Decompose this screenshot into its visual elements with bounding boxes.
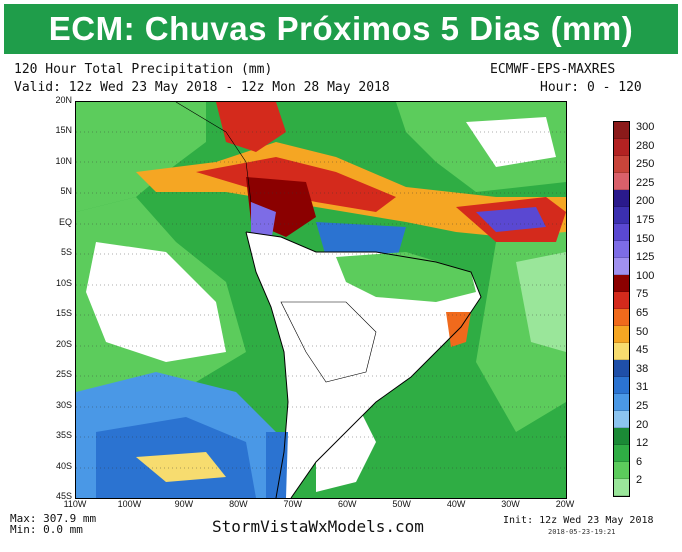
colorbar-label: 100 — [636, 269, 655, 282]
latitude-label: 45S — [55, 491, 72, 501]
site-credit: StormVistaWxModels.com — [212, 517, 424, 536]
timestamp: 2018-05-23-19:21 — [548, 528, 616, 536]
init-time: Init: 12z Wed 23 May 2018 — [503, 515, 654, 526]
dry-atlantic-n — [466, 117, 556, 167]
colorbar-segment — [614, 190, 629, 207]
latitude-label: 20S — [55, 338, 72, 349]
country-borders — [280, 301, 377, 383]
colorbar-segment — [614, 411, 629, 428]
extreme-rain-andes — [251, 202, 276, 242]
colorbar-label: 75 — [636, 288, 649, 301]
colorbar-segment — [614, 394, 629, 411]
model-name: ECMWF-EPS-MAXRES — [490, 62, 616, 77]
colorbar-segment — [614, 292, 629, 309]
coastline-west — [245, 231, 289, 498]
colorbar-label: 45 — [636, 344, 649, 357]
colorbar-segment — [614, 139, 629, 156]
colorbar-segment — [614, 241, 629, 258]
colorbar-label: 225 — [636, 176, 655, 189]
colorbar-segment — [614, 428, 629, 445]
latitude-label: EQ — [58, 216, 72, 227]
map-canvas — [76, 102, 566, 498]
colorbar-segment — [614, 445, 629, 462]
colorbar-segment — [614, 479, 629, 496]
colorbar-label: 250 — [636, 158, 655, 171]
colorbar-segment — [614, 122, 629, 139]
rain-light-nw — [76, 102, 206, 212]
latitude-label: 40S — [55, 460, 72, 471]
colorbar-segment — [614, 343, 629, 360]
colorbar-segment — [614, 275, 629, 292]
graticule — [76, 131, 566, 469]
latitude-label: 10N — [55, 155, 72, 166]
min-max-readout: Max: 307.9 mm Min: 0.0 mm — [10, 513, 96, 535]
colorbar-label: 2 — [636, 474, 643, 487]
colorbar-label: 150 — [636, 232, 655, 245]
rain-north-brazil — [336, 252, 476, 302]
rain-southern-pacific-peak — [136, 452, 226, 482]
colorbar-label: 38 — [636, 362, 649, 375]
longitude-label: 70W — [283, 499, 303, 509]
longitude-label: 60W — [337, 499, 357, 509]
longitude-label: 40W — [446, 499, 466, 509]
longitude-label: 50W — [392, 499, 411, 509]
colorbar-label: 31 — [636, 381, 649, 394]
rain-light-atlantic-s2 — [516, 252, 566, 352]
colorbar — [613, 121, 630, 497]
colorbar-label: 200 — [636, 195, 655, 208]
colorbar-segment — [614, 207, 629, 224]
banner-title: ECM: Chuvas Próximos 5 Dias (mm) — [4, 4, 678, 54]
colorbar-label: 300 — [636, 121, 655, 133]
longitude-label: 110W — [63, 499, 87, 509]
rain-chile — [266, 432, 288, 498]
min-value: Min: 0.0 mm — [10, 523, 83, 536]
longitude-label: 30W — [501, 499, 520, 509]
latitude-label: 15S — [55, 308, 72, 319]
precipitation-map — [75, 101, 567, 499]
dry-pacific — [86, 242, 226, 362]
longitude-label: 100W — [117, 499, 142, 509]
colorbar-segment — [614, 224, 629, 241]
colorbar-label: 280 — [636, 139, 655, 152]
colorbar-segment — [614, 360, 629, 377]
forecast-hour: Hour: 0 - 120 — [540, 80, 642, 95]
valid-range: Valid: 12z Wed 23 May 2018 - 12z Mon 28 … — [14, 80, 390, 95]
latitude-label: 25S — [55, 369, 72, 380]
longitude-label: 90W — [174, 499, 194, 509]
colorbar-segment — [614, 377, 629, 394]
colorbar-label: 25 — [636, 400, 649, 412]
max-value: Max: 307.9 mm — [10, 512, 97, 525]
colorbar-label: 6 — [636, 455, 643, 468]
latitude-label: 5N — [60, 186, 72, 197]
product-title: 120 Hour Total Precipitation (mm) — [14, 62, 273, 77]
latitude-label: 10S — [55, 277, 72, 288]
longitude-label: 80W — [229, 499, 248, 509]
latitude-label: 35S — [55, 430, 72, 441]
central-america-borders — [175, 102, 252, 203]
colorbar-segment — [614, 462, 629, 479]
latitude-label: 30S — [55, 399, 72, 410]
heavy-rain-central-america — [216, 102, 286, 152]
colorbar-label: 12 — [636, 437, 649, 450]
colorbar-label: 65 — [636, 307, 649, 319]
latitude-label: 15N — [55, 125, 72, 136]
colorbar-label: 20 — [636, 418, 649, 431]
latitude-label: 20N — [55, 95, 72, 105]
coastline-east — [245, 231, 482, 498]
colorbar-segment — [614, 326, 629, 343]
colorbar-label: 175 — [636, 214, 655, 226]
colorbar-label: 50 — [636, 325, 649, 338]
colorbar-segment — [614, 258, 629, 275]
longitude-label: 20W — [555, 499, 575, 509]
latitude-label: 5S — [60, 247, 72, 258]
colorbar-segment — [614, 156, 629, 173]
colorbar-segment — [614, 309, 629, 326]
colorbar-label: 125 — [636, 251, 655, 264]
colorbar-segment — [614, 173, 629, 190]
extreme-rain-atlantic — [476, 207, 546, 232]
